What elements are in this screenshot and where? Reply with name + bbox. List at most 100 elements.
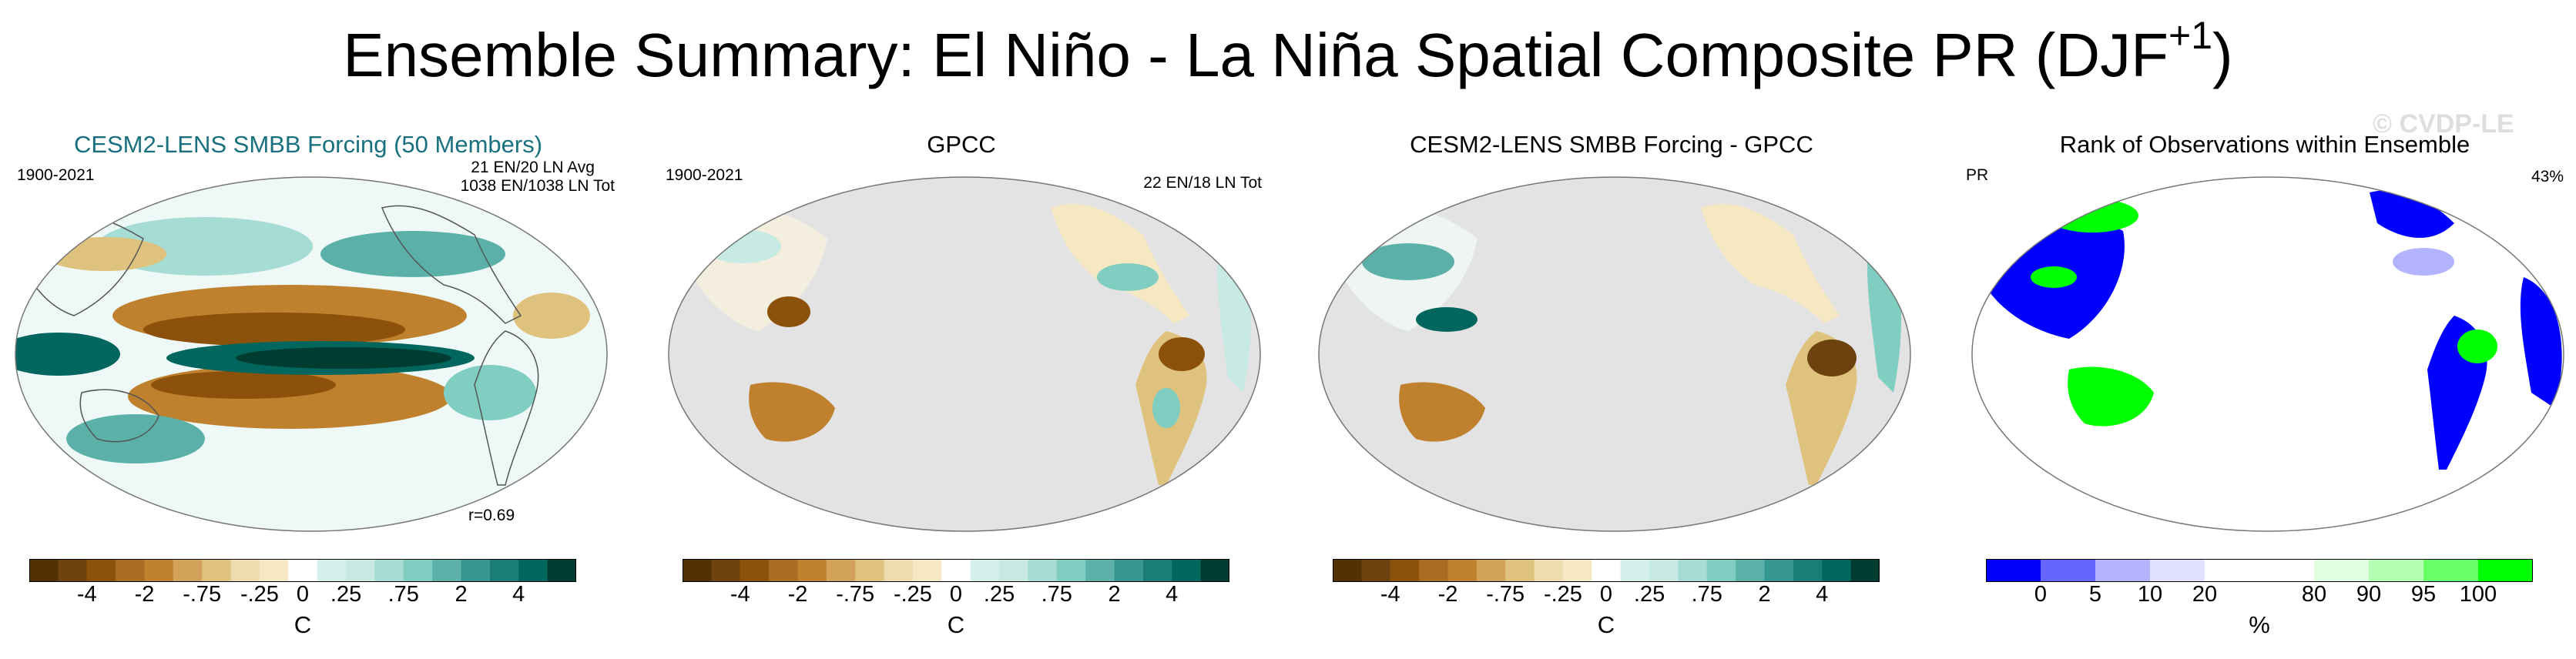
anomaly-asia-wet xyxy=(1362,243,1454,280)
colorbar-cell xyxy=(2259,559,2315,582)
land-north-america xyxy=(1701,203,1840,323)
colorbar-cell xyxy=(288,559,318,582)
colorbar-cell xyxy=(2095,559,2151,582)
colorbar-cell xyxy=(461,559,491,582)
colorbar-cell xyxy=(1361,559,1391,582)
colorbar-cell xyxy=(403,559,433,582)
colorbar-tick-label: 5 xyxy=(2088,582,2102,607)
colorbar-cell xyxy=(855,559,885,582)
coastline-north-america xyxy=(381,205,522,324)
rank-low-canada xyxy=(2370,190,2454,238)
figure-title-superscript: +1 xyxy=(2168,14,2213,57)
colorbar-cell xyxy=(2423,559,2479,582)
colorbar-cell xyxy=(1850,559,1880,582)
colorbar-tick-label: 10 xyxy=(2137,582,2163,607)
colorbar-frame xyxy=(1986,559,2533,582)
anomaly-atlantic xyxy=(513,293,590,339)
pattern-correlation-label: r=0.69 xyxy=(468,507,515,524)
colorbar-unit-label: C xyxy=(1597,611,1615,638)
rank-low-africa xyxy=(2520,277,2562,408)
colorbar-cell xyxy=(941,559,971,582)
colorbar-cell xyxy=(1114,559,1144,582)
colorbar-frame xyxy=(29,559,576,582)
event-count-label: 21 EN/20 LN Avg xyxy=(471,159,595,176)
colorbar-cell xyxy=(1592,559,1622,582)
colorbar-tick-label: .75 xyxy=(1041,582,1072,607)
world-map-rank xyxy=(1971,176,2564,532)
colorbar-cell xyxy=(116,559,145,582)
colorbar-cell xyxy=(1986,559,2041,582)
colorbar-tick-label: 0 xyxy=(2034,582,2048,607)
colorbar-frame xyxy=(1333,559,1880,582)
colorbar-cell xyxy=(999,559,1028,582)
rank-high-amazon xyxy=(2457,330,2497,363)
colorbar-tick-label: 2 xyxy=(1758,582,1771,607)
event-count-label: 22 EN/18 LN Tot xyxy=(1143,174,1262,192)
colorbar-tick-label: 0 xyxy=(1599,582,1613,607)
period-label: 1900-2021 xyxy=(17,166,95,184)
colorbar-cell xyxy=(489,559,519,582)
colorbar-tick-label: 80 xyxy=(2301,582,2327,607)
anomaly-asia xyxy=(43,237,166,271)
map-outline xyxy=(668,176,1261,532)
colorbar-cell xyxy=(769,559,798,582)
coastline-australia xyxy=(79,389,159,443)
colorbar-cell xyxy=(2205,559,2260,582)
colorbar xyxy=(683,559,1229,582)
colorbar-tick-label: 2 xyxy=(1108,582,1121,607)
colorbar-tick-label: .75 xyxy=(1691,582,1722,607)
event-total-label: 1038 EN/1038 LN Tot xyxy=(460,177,615,195)
colorbar-tick-label: 2 xyxy=(454,582,468,607)
colorbar-unit-label: C xyxy=(293,611,312,638)
colorbar-tick-label: -.75 xyxy=(183,582,222,607)
colorbar-cell xyxy=(1447,559,1478,582)
panel-title: CESM2-LENS SMBB Forcing - GPCC xyxy=(1410,131,1813,158)
colorbar-cell xyxy=(711,559,741,582)
colorbar-tick-label: 0 xyxy=(296,582,310,607)
colorbar-tick-label: 95 xyxy=(2410,582,2437,607)
anomaly-amazon-dry xyxy=(1159,337,1205,371)
anomaly-south-america xyxy=(444,365,536,420)
colorbar-cell xyxy=(2314,559,2370,582)
panel-rank: Rank of Observations within Ensemble PR … xyxy=(1957,123,2573,659)
colorbar-cell xyxy=(1678,559,1708,582)
colorbar-cell xyxy=(2369,559,2424,582)
rank-high-siberia xyxy=(2046,199,2138,232)
anomaly-maritime-wet xyxy=(1416,307,1478,332)
panel-title: CESM2-LENS SMBB Forcing (50 Members) xyxy=(73,131,543,158)
colorbar-cell xyxy=(317,559,347,582)
colorbar-cell xyxy=(1822,559,1852,582)
world-map-model xyxy=(15,176,608,532)
colorbar-cell xyxy=(826,559,856,582)
rank-high-australia xyxy=(2068,366,2154,427)
figure-title: Ensemble Summary: El Niño - La Niña Spat… xyxy=(343,14,2233,89)
rank-mid-us xyxy=(2393,248,2454,276)
anomaly-north-core xyxy=(143,313,405,346)
panel-title: GPCC xyxy=(927,131,996,158)
anomaly-amazon-dry xyxy=(1807,340,1857,376)
colorbar-cell xyxy=(1390,559,1420,582)
colorbar-unit-label: % xyxy=(2249,611,2270,638)
colorbar-cell xyxy=(1056,559,1086,582)
colorbar-cell xyxy=(374,559,404,582)
colorbar-cell xyxy=(1706,559,1736,582)
colorbar-tick-label: -4 xyxy=(76,582,97,607)
panel-model-composite: CESM2-LENS SMBB Forcing (50 Members) 190… xyxy=(0,123,616,659)
colorbar-cell xyxy=(740,559,770,582)
colorbar-cell xyxy=(58,559,88,582)
colorbar-cell xyxy=(1562,559,1592,582)
colorbar-cell xyxy=(259,559,289,582)
anomaly-indian-ocean xyxy=(15,333,120,376)
colorbar xyxy=(1333,559,1880,582)
variable-label: PR xyxy=(1966,166,1989,184)
colorbar-tick-label: -2 xyxy=(787,582,808,607)
period-label: 1900-2021 xyxy=(666,166,743,184)
world-map-difference xyxy=(1318,176,1911,532)
colorbar-tick-label: 0 xyxy=(949,582,963,607)
colorbar-tick-label: .25 xyxy=(983,582,1015,607)
map-outline xyxy=(1318,176,1911,532)
colorbar-cell xyxy=(1793,559,1823,582)
colorbar-tick-label: 20 xyxy=(2192,582,2218,607)
colorbar-tick-label: .25 xyxy=(330,582,362,607)
colorbar-cell xyxy=(1200,559,1229,582)
